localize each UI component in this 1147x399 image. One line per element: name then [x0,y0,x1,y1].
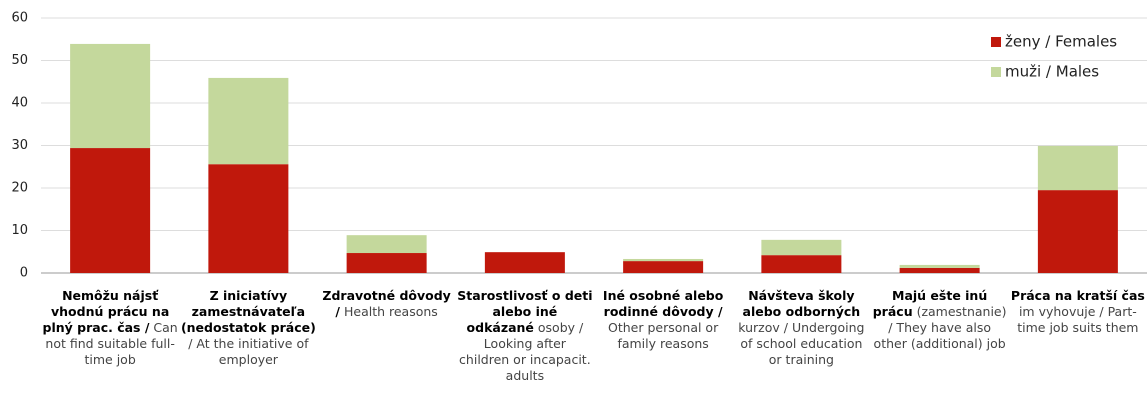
bar-segment [1037,145,1118,191]
bar-segment [899,264,980,268]
category-label-en: Can not find suitable full-time job [45,320,178,367]
bar-segment [346,253,427,273]
bar-segment [899,267,980,273]
category-label-en: im vyhovuje / Part-time job suits them [1017,304,1139,335]
y-tick-label: 0 [20,266,28,281]
y-tick-label: 20 [11,181,28,196]
category-label-sk: Návšteva školy alebo odborných [742,288,861,319]
legend-swatch [991,37,1001,47]
category-label-en: Health reasons [343,304,438,319]
x-tick-label: Práca na kratší čas im vyhovuje / Part-t… [1010,288,1146,336]
bar-segment [623,258,704,262]
legend-label: ženy / Females [1005,33,1117,51]
bar-segment [70,148,151,273]
y-tick-label: 30 [11,138,28,153]
bar-segment [761,239,842,256]
category-label-en: kurzov / Undergoing of school education … [738,320,865,367]
bar-segment [761,255,842,273]
category-label-sk: Iné osobné alebo rodinné dôvody / [602,288,724,319]
category-label-en: (zamestnanie) / They have also other (ad… [873,304,1007,351]
category-label-sk: Z iniciatívy zamestnávateľa (nedostatok … [180,288,316,335]
category-label-sk: Starostlivosť o deti alebo iné odkázané [457,288,593,335]
x-tick-label: Z iniciatívy zamestnávateľa (nedostatok … [180,288,316,368]
category-label-sk: Práca na kratší čas [1010,288,1145,303]
bar-segment [1037,190,1118,273]
x-tick-label: Zdravotné dôvody / Health reasons [319,288,455,320]
bar-segment [70,43,151,149]
category-label-en: Other personal or family reasons [608,320,719,351]
y-tick-label: 40 [11,96,28,111]
category-label-sk: Zdravotné dôvody / [322,288,451,319]
bar-segment [208,77,289,165]
bar-segment [484,252,565,273]
x-tick-label: Návšteva školy alebo odborných kurzov / … [733,288,869,368]
x-tick-label: Majú ešte inú prácu (zamestnanie) / They… [872,288,1008,352]
y-tick-label: 60 [11,11,28,26]
chart: 0 10 20 30 40 50 60 ženy / Females muži / Males [11,11,1147,281]
bar-segment [623,261,704,273]
y-tick-label: 50 [11,53,28,68]
legend-label: muži / Males [1005,63,1099,81]
category-label-sk: Nemôžu nájsť vhodnú prácu na plný prac. … [42,288,170,335]
category-label-en: osoby / Looking after children or incapa… [459,320,591,383]
x-tick-label: Nemôžu nájsť vhodnú prácu na plný prac. … [42,288,178,368]
y-tick-label: 10 [11,223,28,238]
x-tick-label: Iné osobné alebo rodinné dôvody / Other … [595,288,731,352]
legend-swatch [991,67,1001,77]
category-label-en: / At the initiative of employer [188,336,309,367]
bar-segment [208,164,289,273]
bar-segment [346,235,427,254]
x-tick-label: Starostlivosť o deti alebo iné odkázané … [457,288,593,384]
category-label-sk: Majú ešte inú prácu [872,288,988,319]
